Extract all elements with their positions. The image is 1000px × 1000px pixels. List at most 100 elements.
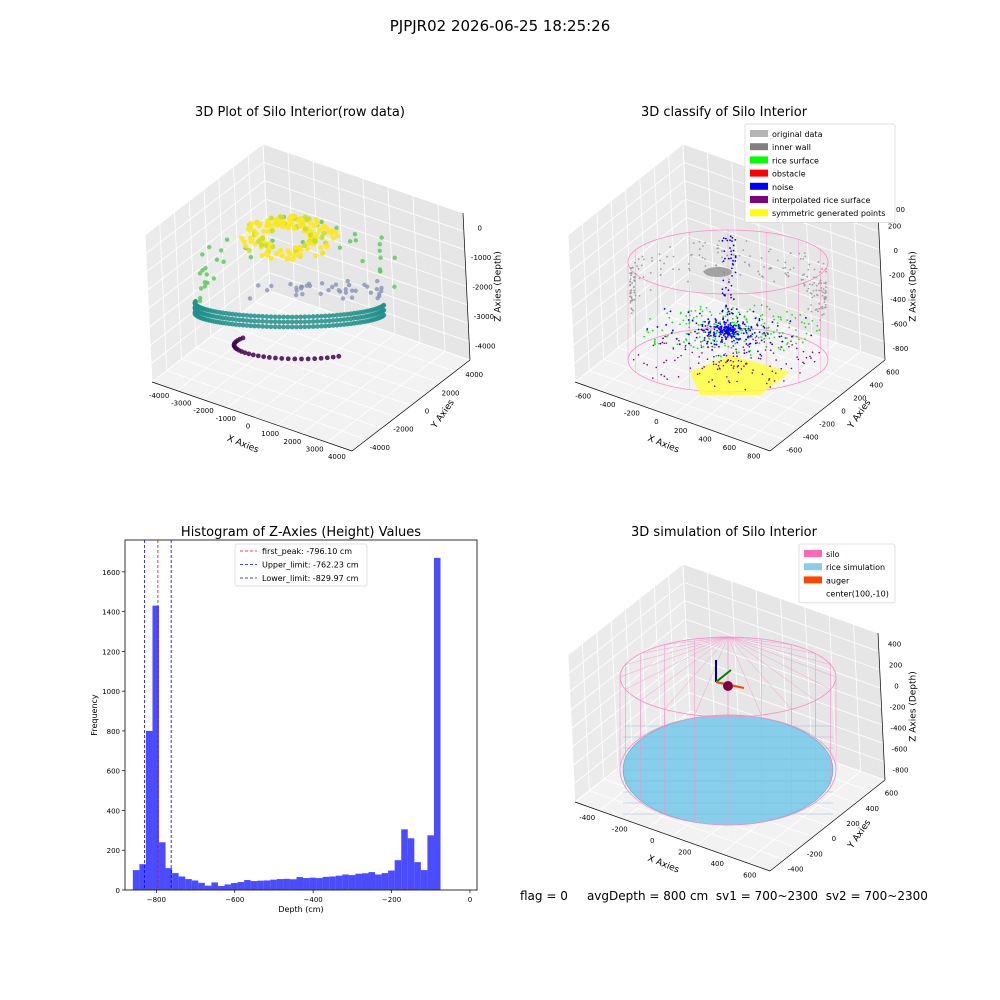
grid-line [266,217,467,287]
data-point [744,261,746,264]
data-point [722,334,725,337]
data-point [664,335,666,338]
data-point [737,338,739,340]
histogram-bar [159,842,166,890]
data-point [678,343,681,346]
data-point [713,343,716,346]
data-point [264,251,271,258]
data-point [629,301,632,304]
data-point [701,367,704,370]
data-point [785,337,788,339]
data-point [633,291,636,294]
data-point [786,319,789,322]
data-point [771,321,774,323]
legend-swatch [750,209,768,217]
data-point [298,314,304,320]
data-point [700,341,702,343]
data-point [679,323,681,326]
histogram-bar [132,870,140,890]
data-point [293,319,299,325]
data-point [318,313,324,319]
data-point [737,323,740,326]
data-point [261,354,267,360]
data-point [689,367,692,369]
x-tick-label: 600 [743,871,756,879]
data-point [207,244,212,250]
data-point [725,354,728,357]
data-point [629,295,631,298]
data-point [651,259,653,262]
histogram-bar [329,876,336,890]
data-point [360,258,365,264]
data-point [713,346,716,349]
data-point [758,342,761,345]
data-point [704,265,707,267]
data-point [248,323,254,329]
data-point [392,284,397,289]
data-point [756,350,759,353]
data-point [285,248,291,254]
grid-line [263,161,465,232]
data-point [719,323,722,325]
data-point [699,312,701,315]
legend-label: obstacle [772,170,806,179]
data-point [687,333,690,335]
data-point [688,269,691,272]
y-tick-label: 1600 [102,569,120,577]
data-point [823,282,825,285]
data-point [259,242,265,248]
z-tick-label: -400 [891,725,907,733]
data-point [670,332,673,334]
data-point [821,294,824,297]
data-point [717,251,719,254]
legend-label: center(100,-10) [826,590,889,599]
data-point [198,286,204,291]
data-point [764,333,766,335]
data-point [713,328,716,331]
grid-line [567,143,684,236]
data-point [704,325,707,327]
data-point [643,362,645,365]
data-point [733,365,735,367]
z-tick-label: 400 [888,641,901,649]
data-point [743,349,746,351]
data-point [722,260,725,263]
data-point [732,335,735,337]
data-point [781,332,784,334]
data-point [224,237,230,242]
data-point [801,341,804,344]
data-point [687,319,690,321]
data-point [736,321,738,324]
data-point [721,292,724,295]
x-tick-label: -200 [624,410,640,418]
data-point [788,326,791,329]
data-point [324,355,330,361]
scatter-points [192,213,397,362]
data-point [823,298,826,301]
data-point [247,296,253,301]
histogram-bar [211,882,218,890]
legend-swatch [750,169,768,177]
x-tick-label: 400 [698,435,711,443]
data-point [710,314,713,317]
data-point [784,337,787,339]
data-point [193,309,198,314]
data-point [634,261,636,264]
data-point [782,349,785,352]
data-point [633,276,636,279]
data-point [375,278,380,284]
data-point [248,238,254,244]
data-point [796,335,798,338]
data-point [668,316,671,319]
data-point [278,221,284,228]
data-point [743,315,746,318]
x-tick-label: -1000 [216,415,236,423]
data-point [306,314,312,320]
y-tick-label: -4000 [370,444,390,452]
data-point [676,343,679,346]
data-point [708,381,710,383]
grid-line [262,143,464,214]
x-tick-label: -2000 [193,407,213,415]
data-point [723,333,726,335]
data-point [297,252,303,258]
